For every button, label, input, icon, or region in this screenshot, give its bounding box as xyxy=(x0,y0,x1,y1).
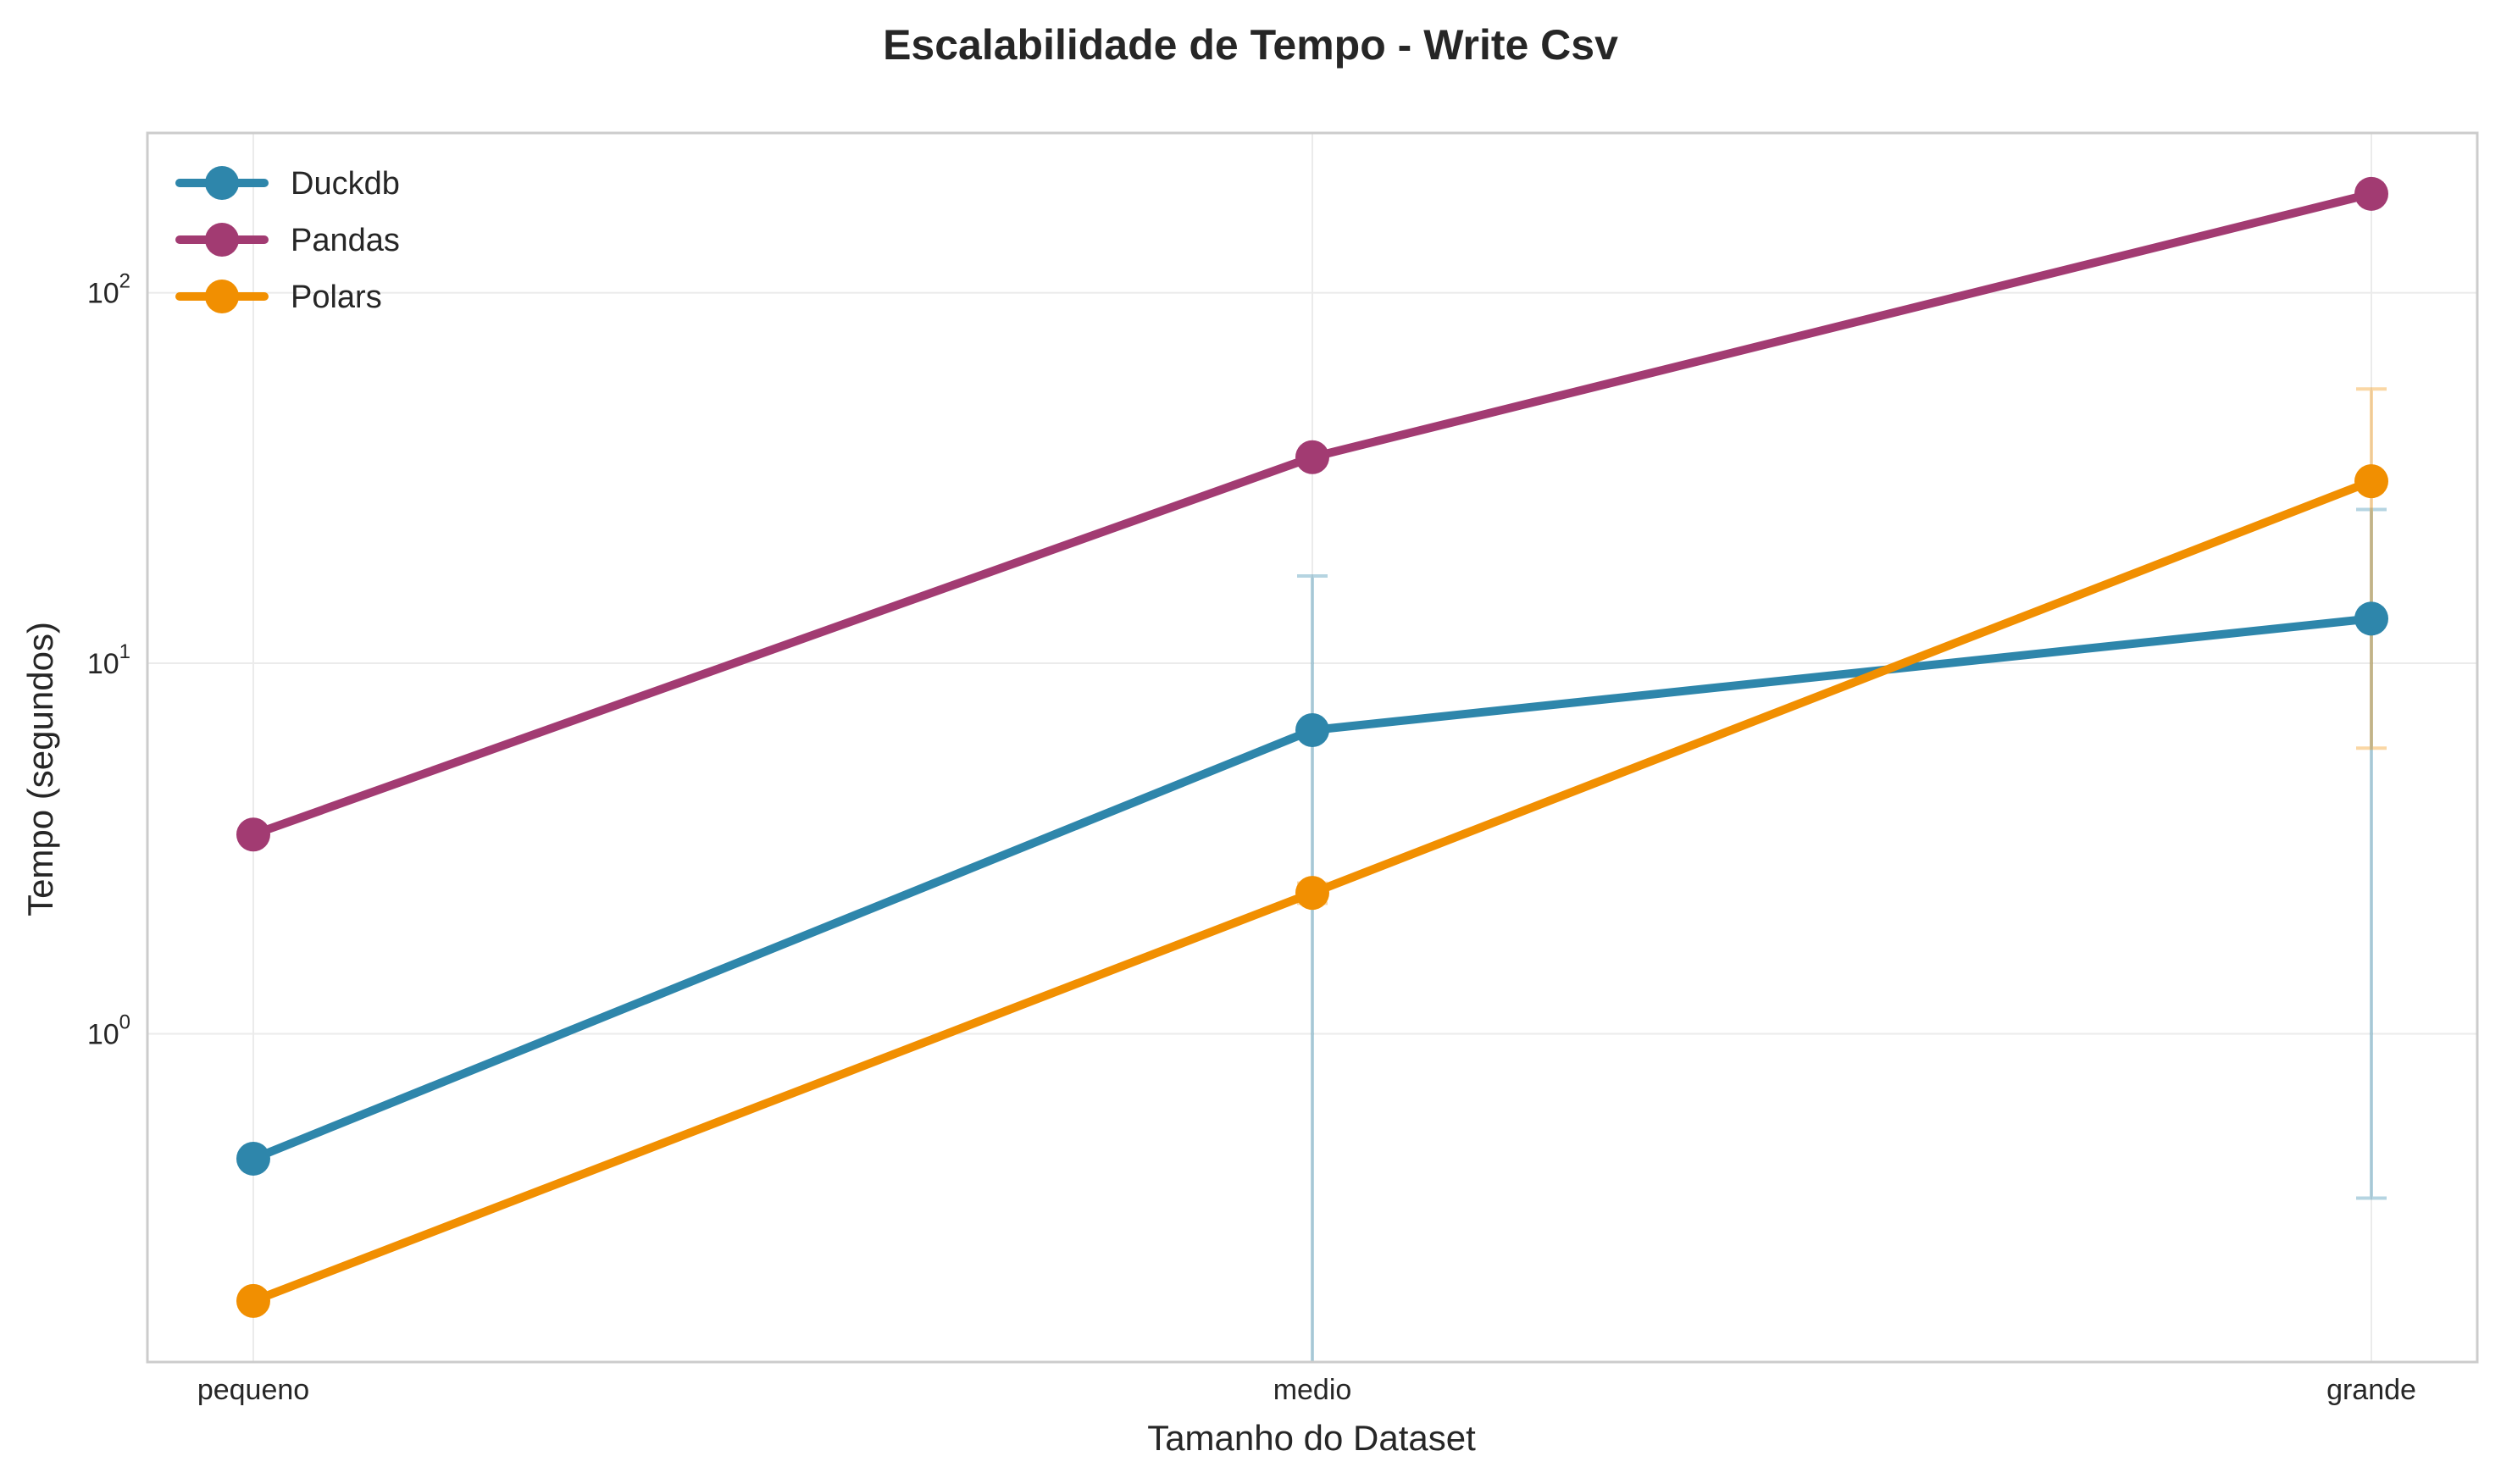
x-tick-label: pequeno xyxy=(197,1374,309,1406)
data-point-pandas xyxy=(1295,440,1329,474)
data-point-duckdb xyxy=(1295,712,1329,747)
legend-item-polars: Polars xyxy=(175,280,382,315)
grid-lines xyxy=(147,133,2477,1362)
series-lines xyxy=(236,176,2388,1318)
legend: Duckdb Pandas Polars xyxy=(175,166,400,315)
data-point-pandas xyxy=(2354,176,2388,211)
legend-marker-duckdb xyxy=(205,166,239,200)
y-tick-label: 101 xyxy=(87,640,130,680)
error-bar-polars xyxy=(2356,387,2387,750)
x-tick-label: grande xyxy=(2326,1374,2416,1406)
series-pandas xyxy=(236,176,2388,852)
legend-label-polars: Polars xyxy=(291,280,382,315)
data-point-pandas xyxy=(236,817,270,852)
legend-item-pandas: Pandas xyxy=(175,223,400,258)
series-duckdb xyxy=(236,601,2388,1176)
y-axis-label: Tempo (segundos) xyxy=(20,622,60,916)
data-point-polars xyxy=(236,1283,270,1318)
data-point-polars xyxy=(2354,464,2388,499)
data-point-duckdb xyxy=(236,1141,270,1176)
x-tick-labels: pequeno medio grande xyxy=(197,1374,2416,1406)
error-bar-duckdb xyxy=(1297,574,1328,1362)
series-polars xyxy=(236,464,2388,1318)
plot-frame xyxy=(146,131,2479,1364)
data-point-duckdb xyxy=(2354,601,2388,636)
legend-marker-polars xyxy=(205,280,239,313)
legend-label-duckdb: Duckdb xyxy=(291,166,400,202)
legend-item-duckdb: Duckdb xyxy=(175,166,400,202)
y-tick-label: 100 xyxy=(87,1011,130,1050)
y-tick-label: 102 xyxy=(87,270,130,310)
legend-label-pandas: Pandas xyxy=(291,223,400,258)
x-axis-label: Tamanho do Dataset xyxy=(1147,1418,1476,1458)
data-point-polars xyxy=(1295,876,1329,911)
x-tick-label: medio xyxy=(1273,1374,1352,1406)
y-tick-labels: 100 101 102 xyxy=(87,270,130,1051)
chart-title: Escalabilidade de Tempo - Write Csv xyxy=(883,21,1618,69)
legend-marker-pandas xyxy=(205,223,239,257)
